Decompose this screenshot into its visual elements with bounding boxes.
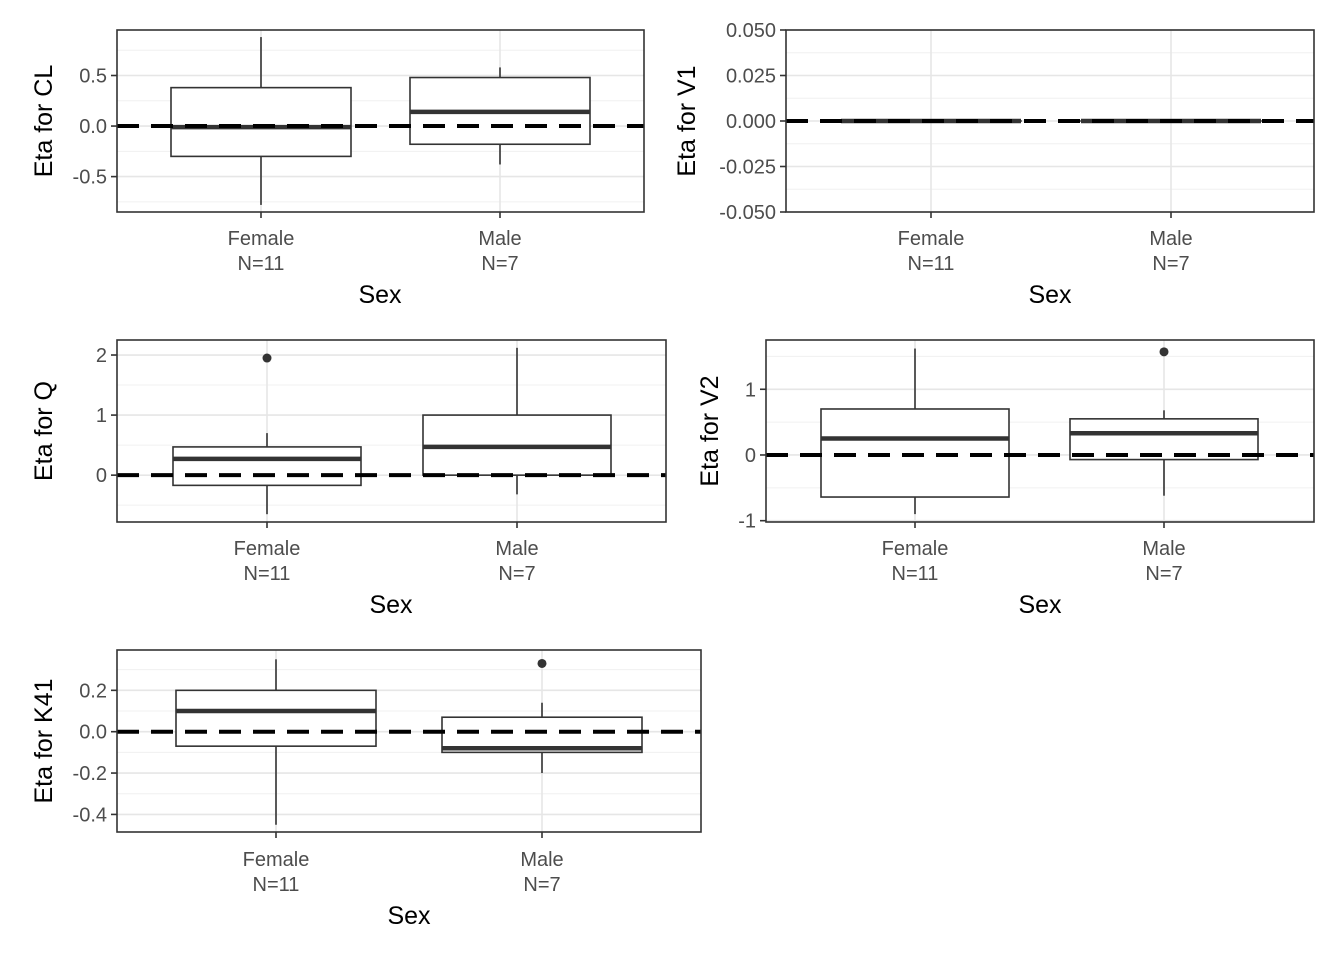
box-iqr <box>172 446 362 487</box>
x-tick-label: Male N=7 <box>1149 228 1192 275</box>
y-tick-label: 0.0 <box>79 116 107 138</box>
y-tick-label: 0 <box>745 445 756 467</box>
panel-border <box>116 29 645 213</box>
x-tick-label: Male N=7 <box>520 849 563 896</box>
panel-4: -1 0 1 Female N=11 Male N=7 Sex Eta for V2 <box>696 339 1315 619</box>
x-axis-title: Sex <box>358 281 402 309</box>
panel-border <box>765 339 1315 523</box>
panel-border <box>116 339 667 523</box>
y-tick-label: -0.025 <box>719 157 776 179</box>
y-tick-label: 0 <box>96 465 107 487</box>
panel-3: 0 1 2 Female N=11 Male N=7 Sex Eta for Q <box>30 339 667 619</box>
x-tick-label: Female N=11 <box>243 849 310 896</box>
x-tick-label: Female N=11 <box>234 538 301 585</box>
y-tick-label: 0.050 <box>726 20 776 42</box>
y-tick-label: 0.2 <box>79 680 107 702</box>
y-tick-label: 0.000 <box>726 111 776 133</box>
boxplot-male <box>1069 347 1259 496</box>
x-tick-label: Male N=7 <box>478 228 521 275</box>
x-tick-label: Male N=7 <box>1142 538 1185 585</box>
boxplot-female <box>170 37 352 205</box>
panel-5: -0.4 -0.2 0.0 0.2 Female N=11 Male N=7 Sex Eta fo… <box>30 649 702 930</box>
y-axis-title: Eta for V2 <box>696 375 724 486</box>
boxplot-female <box>175 659 377 825</box>
panel-border <box>116 649 702 833</box>
y-tick-label: -0.5 <box>73 167 107 189</box>
y-tick-label: 0.0 <box>79 722 107 744</box>
y-tick-label: 2 <box>96 345 107 367</box>
y-tick-label: 1 <box>745 379 756 401</box>
y-axis-title: Eta for K41 <box>30 678 58 803</box>
y-tick-label: -1 <box>738 511 756 533</box>
y-tick-label: -0.4 <box>73 804 107 826</box>
panel-1: -0.5 0.0 0.5 Female N=11 Male N=7 Sex Eta for CL <box>30 29 645 309</box>
y-tick-label: 1 <box>96 405 107 427</box>
outlier-point <box>262 353 272 363</box>
y-axis-title: Eta for CL <box>30 65 58 178</box>
y-axis-title: Eta for V1 <box>673 65 701 176</box>
box-iqr <box>170 86 352 158</box>
x-axis-title: Sex <box>1018 591 1062 619</box>
x-tick-label: Female N=11 <box>228 228 295 275</box>
box-iqr <box>1069 418 1259 461</box>
y-axis-title: Eta for Q <box>30 381 58 481</box>
boxplot-male <box>441 658 643 774</box>
x-tick-label: Female N=11 <box>882 538 949 585</box>
boxplot-male <box>409 67 591 165</box>
y-tick-label: -0.2 <box>73 763 107 785</box>
y-tick-label: -0.050 <box>719 202 776 224</box>
box-iqr <box>175 689 377 747</box>
panel-2: -0.050 -0.025 0.000 0.025 0.050 Female N=11 Mal… <box>673 20 1315 309</box>
outlier-point <box>1159 347 1169 357</box>
x-tick-label: Male N=7 <box>495 538 538 585</box>
y-tick-label: 0.025 <box>726 66 776 88</box>
x-axis-title: Sex <box>1028 281 1072 309</box>
y-tick-label: 0.5 <box>79 66 107 88</box>
x-axis-title: Sex <box>387 902 431 930</box>
x-tick-label: Female N=11 <box>898 228 965 275</box>
outlier-point <box>537 658 547 668</box>
boxplot-female <box>172 353 362 515</box>
x-axis-title: Sex <box>369 591 413 619</box>
boxplot-male <box>422 347 612 495</box>
